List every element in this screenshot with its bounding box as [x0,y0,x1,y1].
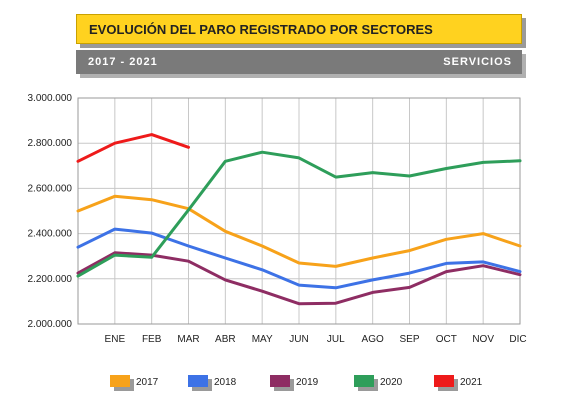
x-tick-label: OCT [436,334,457,345]
legend-label: 2017 [136,377,159,388]
legend-swatch [354,375,374,387]
sector-name: SERVICIOS [443,56,512,68]
legend-item-2019: 2019 [270,375,319,391]
chart-title-banner: EVOLUCIÓN DEL PARO REGISTRADO POR SECTOR… [76,14,522,44]
legend-item-2018: 2018 [188,375,237,391]
x-tick-label: DIC [509,334,526,345]
legend-item-2021: 2021 [434,375,483,391]
y-tick-label: 2.600.000 [28,183,73,194]
x-tick-label: SEP [399,334,419,345]
x-tick-label: JUL [327,334,345,345]
legend-label: 2020 [380,377,403,388]
legend-label: 2021 [460,377,483,388]
series-line-2017 [76,194,522,268]
x-axis: ENE FEB MAR ABR MAY JUN JUL AGO SEP OCT NOV DIC [105,334,527,345]
chart-title: EVOLUCIÓN DEL PARO REGISTRADO POR SECTOR… [89,22,433,37]
chart-subtitle-bar: 2017 - 2021 SERVICIOS [76,50,522,74]
y-tick-label: 2.200.000 [28,274,73,285]
x-tick-label: MAY [252,334,273,345]
legend-swatch [110,375,130,387]
series-line-2021 [76,133,190,163]
legend-swatch [270,375,290,387]
legend-swatch [434,375,454,387]
y-tick-label: 2.800.000 [28,138,73,149]
x-tick-label: NOV [472,334,494,345]
legend-label: 2018 [214,377,237,388]
x-tick-label: FEB [142,334,162,345]
legend: 2017 2018 2019 2020 2021 [110,375,483,391]
y-axis: 2.000.000 2.200.000 2.400.000 2.600.000 2.80… [28,93,73,330]
legend-swatch [188,375,208,387]
y-tick-label: 3.000.000 [28,93,73,104]
legend-item-2020: 2020 [354,375,403,391]
x-tick-label: ABR [215,334,236,345]
y-tick-label: 2.400.000 [28,229,73,240]
series-line-2020 [76,150,522,278]
legend-label: 2019 [296,377,319,388]
grid-lines [77,97,521,325]
x-tick-label: MAR [177,334,199,345]
series-lines [76,133,522,306]
y-tick-label: 2.000.000 [28,319,73,330]
series-line-2018 [76,227,522,290]
x-tick-label: AGO [362,334,384,345]
x-tick-label: JUN [289,334,308,345]
x-tick-label: ENE [105,334,126,345]
year-range: 2017 - 2021 [88,56,158,68]
legend-item-2017: 2017 [110,375,159,391]
